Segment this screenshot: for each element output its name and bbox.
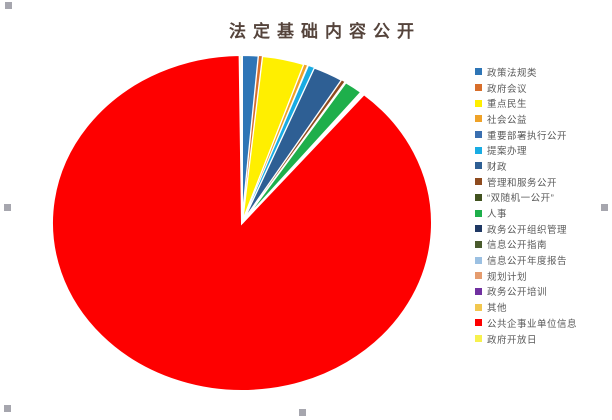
legend-swatch-icon xyxy=(475,162,482,170)
legend-item[interactable]: 政务公开培训 xyxy=(475,284,611,300)
selection-handle-middle-right[interactable] xyxy=(601,204,608,211)
legend-label: 财政 xyxy=(487,161,508,173)
legend-item[interactable]: 信息公开指南 xyxy=(475,237,611,253)
legend-item[interactable]: 公共企事业单位信息 xyxy=(475,315,611,331)
legend-label: 重要部署执行公开 xyxy=(487,130,568,142)
legend-item[interactable]: 提案办理 xyxy=(475,142,611,158)
legend-label: 规划计划 xyxy=(487,271,528,283)
legend-item[interactable]: 重要部署执行公开 xyxy=(475,127,611,143)
legend-item[interactable]: 政务公开组织管理 xyxy=(475,221,611,237)
selection-handle-top-left[interactable] xyxy=(5,2,12,9)
legend-swatch-icon xyxy=(475,99,482,107)
legend-swatch-icon xyxy=(475,225,482,233)
legend-swatch-icon xyxy=(475,115,482,123)
legend-item[interactable]: 社会公益 xyxy=(475,111,611,127)
legend-label: 公共企事业单位信息 xyxy=(487,318,578,330)
legend-label: 政务公开培训 xyxy=(487,287,548,299)
legend-label: 政策法规类 xyxy=(487,67,538,79)
legend-label: 信息公开指南 xyxy=(487,240,548,252)
legend-swatch-icon xyxy=(475,193,482,201)
pie-slice-8[interactable] xyxy=(241,79,346,224)
legend-swatch-icon xyxy=(475,131,482,139)
legend-swatch-icon xyxy=(475,209,482,217)
legend-label: 政府开放日 xyxy=(487,334,538,346)
legend-item[interactable]: 其他 xyxy=(475,299,611,315)
legend-swatch-icon xyxy=(475,84,482,92)
legend-item[interactable]: 财政 xyxy=(475,158,611,174)
legend-swatch-icon xyxy=(475,303,482,311)
legend-label: 政务公开组织管理 xyxy=(487,224,568,236)
legend: 政策法规类政府会议重点民生社会公益重要部署执行公开 提案办理财政管理和服务公开 “双… xyxy=(475,64,611,346)
legend-swatch-icon xyxy=(475,287,482,295)
legend-swatch-icon xyxy=(475,178,482,186)
legend-item[interactable]: 政府开放日 xyxy=(475,331,611,347)
legend-swatch-icon xyxy=(475,335,482,343)
legend-swatch-icon xyxy=(475,272,482,280)
legend-swatch-icon xyxy=(475,256,482,264)
selection-handle-bottom-left[interactable] xyxy=(4,405,11,412)
legend-item[interactable]: 信息公开年度报告 xyxy=(475,252,611,268)
legend-swatch-icon xyxy=(475,146,482,154)
pie-slice-6[interactable] xyxy=(241,65,315,224)
legend-item[interactable]: 规划计划 xyxy=(475,268,611,284)
selection-handle-middle-left[interactable] xyxy=(4,204,11,211)
legend-item[interactable]: 政策法规类 xyxy=(475,64,611,80)
legend-swatch-icon xyxy=(475,319,482,327)
legend-item[interactable]: 人事 xyxy=(475,205,611,221)
pie-slice-2[interactable] xyxy=(241,55,263,224)
pie-slice-4[interactable] xyxy=(241,63,308,224)
legend-item[interactable]: 政府会议 xyxy=(475,80,611,96)
legend-swatch-icon xyxy=(475,68,482,76)
legend-label: 管理和服务公开 xyxy=(487,177,558,189)
legend-label: 政府会议 xyxy=(487,83,528,95)
pie-slice-10[interactable] xyxy=(241,80,363,224)
legend-label: 社会公益 xyxy=(487,114,528,126)
legend-label: 其他 xyxy=(487,303,508,315)
legend-label: 信息公开年度报告 xyxy=(487,256,568,268)
chart-title: 法定基础内容公开 xyxy=(229,22,421,42)
legend-label: 重点民生 xyxy=(487,99,528,111)
legend-label: “双随机一公开” xyxy=(487,193,555,205)
selection-handle-bottom-middle[interactable] xyxy=(299,409,306,416)
legend-label: 人事 xyxy=(487,209,508,221)
legend-item[interactable]: 重点民生 xyxy=(475,95,611,111)
legend-item[interactable]: 管理和服务公开 xyxy=(475,174,611,190)
legend-item[interactable]: “双随机一公开” xyxy=(475,190,611,206)
legend-swatch-icon xyxy=(475,240,482,248)
legend-label: 提案办理 xyxy=(487,146,528,158)
